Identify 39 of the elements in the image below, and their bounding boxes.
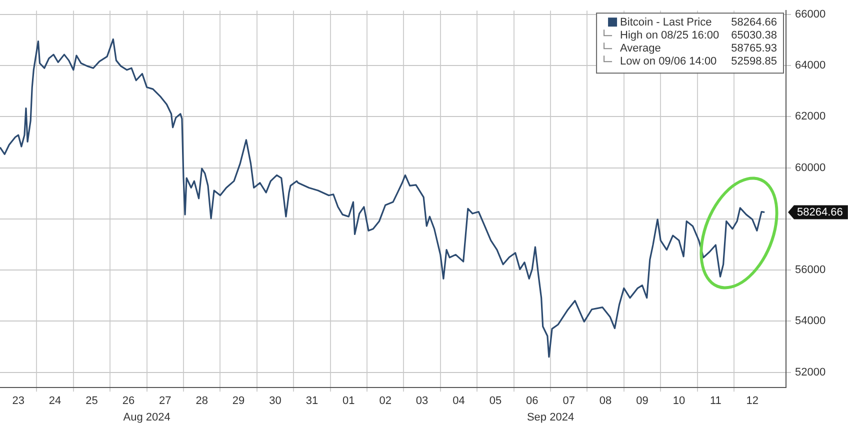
annotation: 52598.85 <box>731 56 777 68</box>
annotation: 58765.93 <box>731 42 777 55</box>
x-tick-label: 09 <box>636 395 648 408</box>
x-tick-label: 06 <box>526 395 538 408</box>
x-tick-label: 03 <box>416 395 428 408</box>
x-tick-label: 07 <box>562 395 575 408</box>
x-tick-label: 25 <box>86 395 98 408</box>
y-tick-label: 66000 <box>795 8 826 20</box>
annotation: 58264.66 <box>731 16 777 29</box>
y-tick-label: 52000 <box>795 366 826 378</box>
x-tick-label: 31 <box>306 395 318 408</box>
y-tick-label: 62000 <box>795 110 826 123</box>
x-tick-label: 30 <box>269 395 282 408</box>
annotation: Low on 09/06 14:00 <box>620 56 717 68</box>
x-tick-label: 11 <box>710 395 722 408</box>
x-tick-label: 23 <box>12 395 24 408</box>
x-tick-label: 01 <box>342 395 355 408</box>
x-tick-label: 05 <box>489 395 502 408</box>
x-tick-label: 27 <box>159 395 172 408</box>
x-tick-label: 08 <box>599 395 612 408</box>
x-tick-label: 29 <box>232 395 245 408</box>
x-tick-label: 04 <box>452 395 465 408</box>
x2-tick-label: Aug 2024 <box>123 411 170 424</box>
x-tick-label: 28 <box>196 395 208 408</box>
x-tick-label: 24 <box>48 395 62 408</box>
x2-tick-label: Sep 2024 <box>526 411 574 424</box>
annotation: 65030.38 <box>731 30 777 42</box>
x-tick-label: 10 <box>672 395 686 408</box>
annotation: Average <box>620 42 661 55</box>
y-tick-label: 64000 <box>795 60 826 72</box>
y-tick-label: 60000 <box>795 162 826 174</box>
y-tick-label: 54000 <box>795 315 826 328</box>
text: 58264.66 <box>797 206 843 218</box>
annotation: High on 08/25 16:00 <box>620 30 720 42</box>
x-tick-label: 02 <box>379 395 392 408</box>
y-tick-label: 56000 <box>795 264 826 276</box>
x-tick-label: 12 <box>746 395 758 408</box>
x-tick-label: 26 <box>122 395 135 408</box>
legend-label: Bitcoin - Last Price <box>620 16 712 29</box>
